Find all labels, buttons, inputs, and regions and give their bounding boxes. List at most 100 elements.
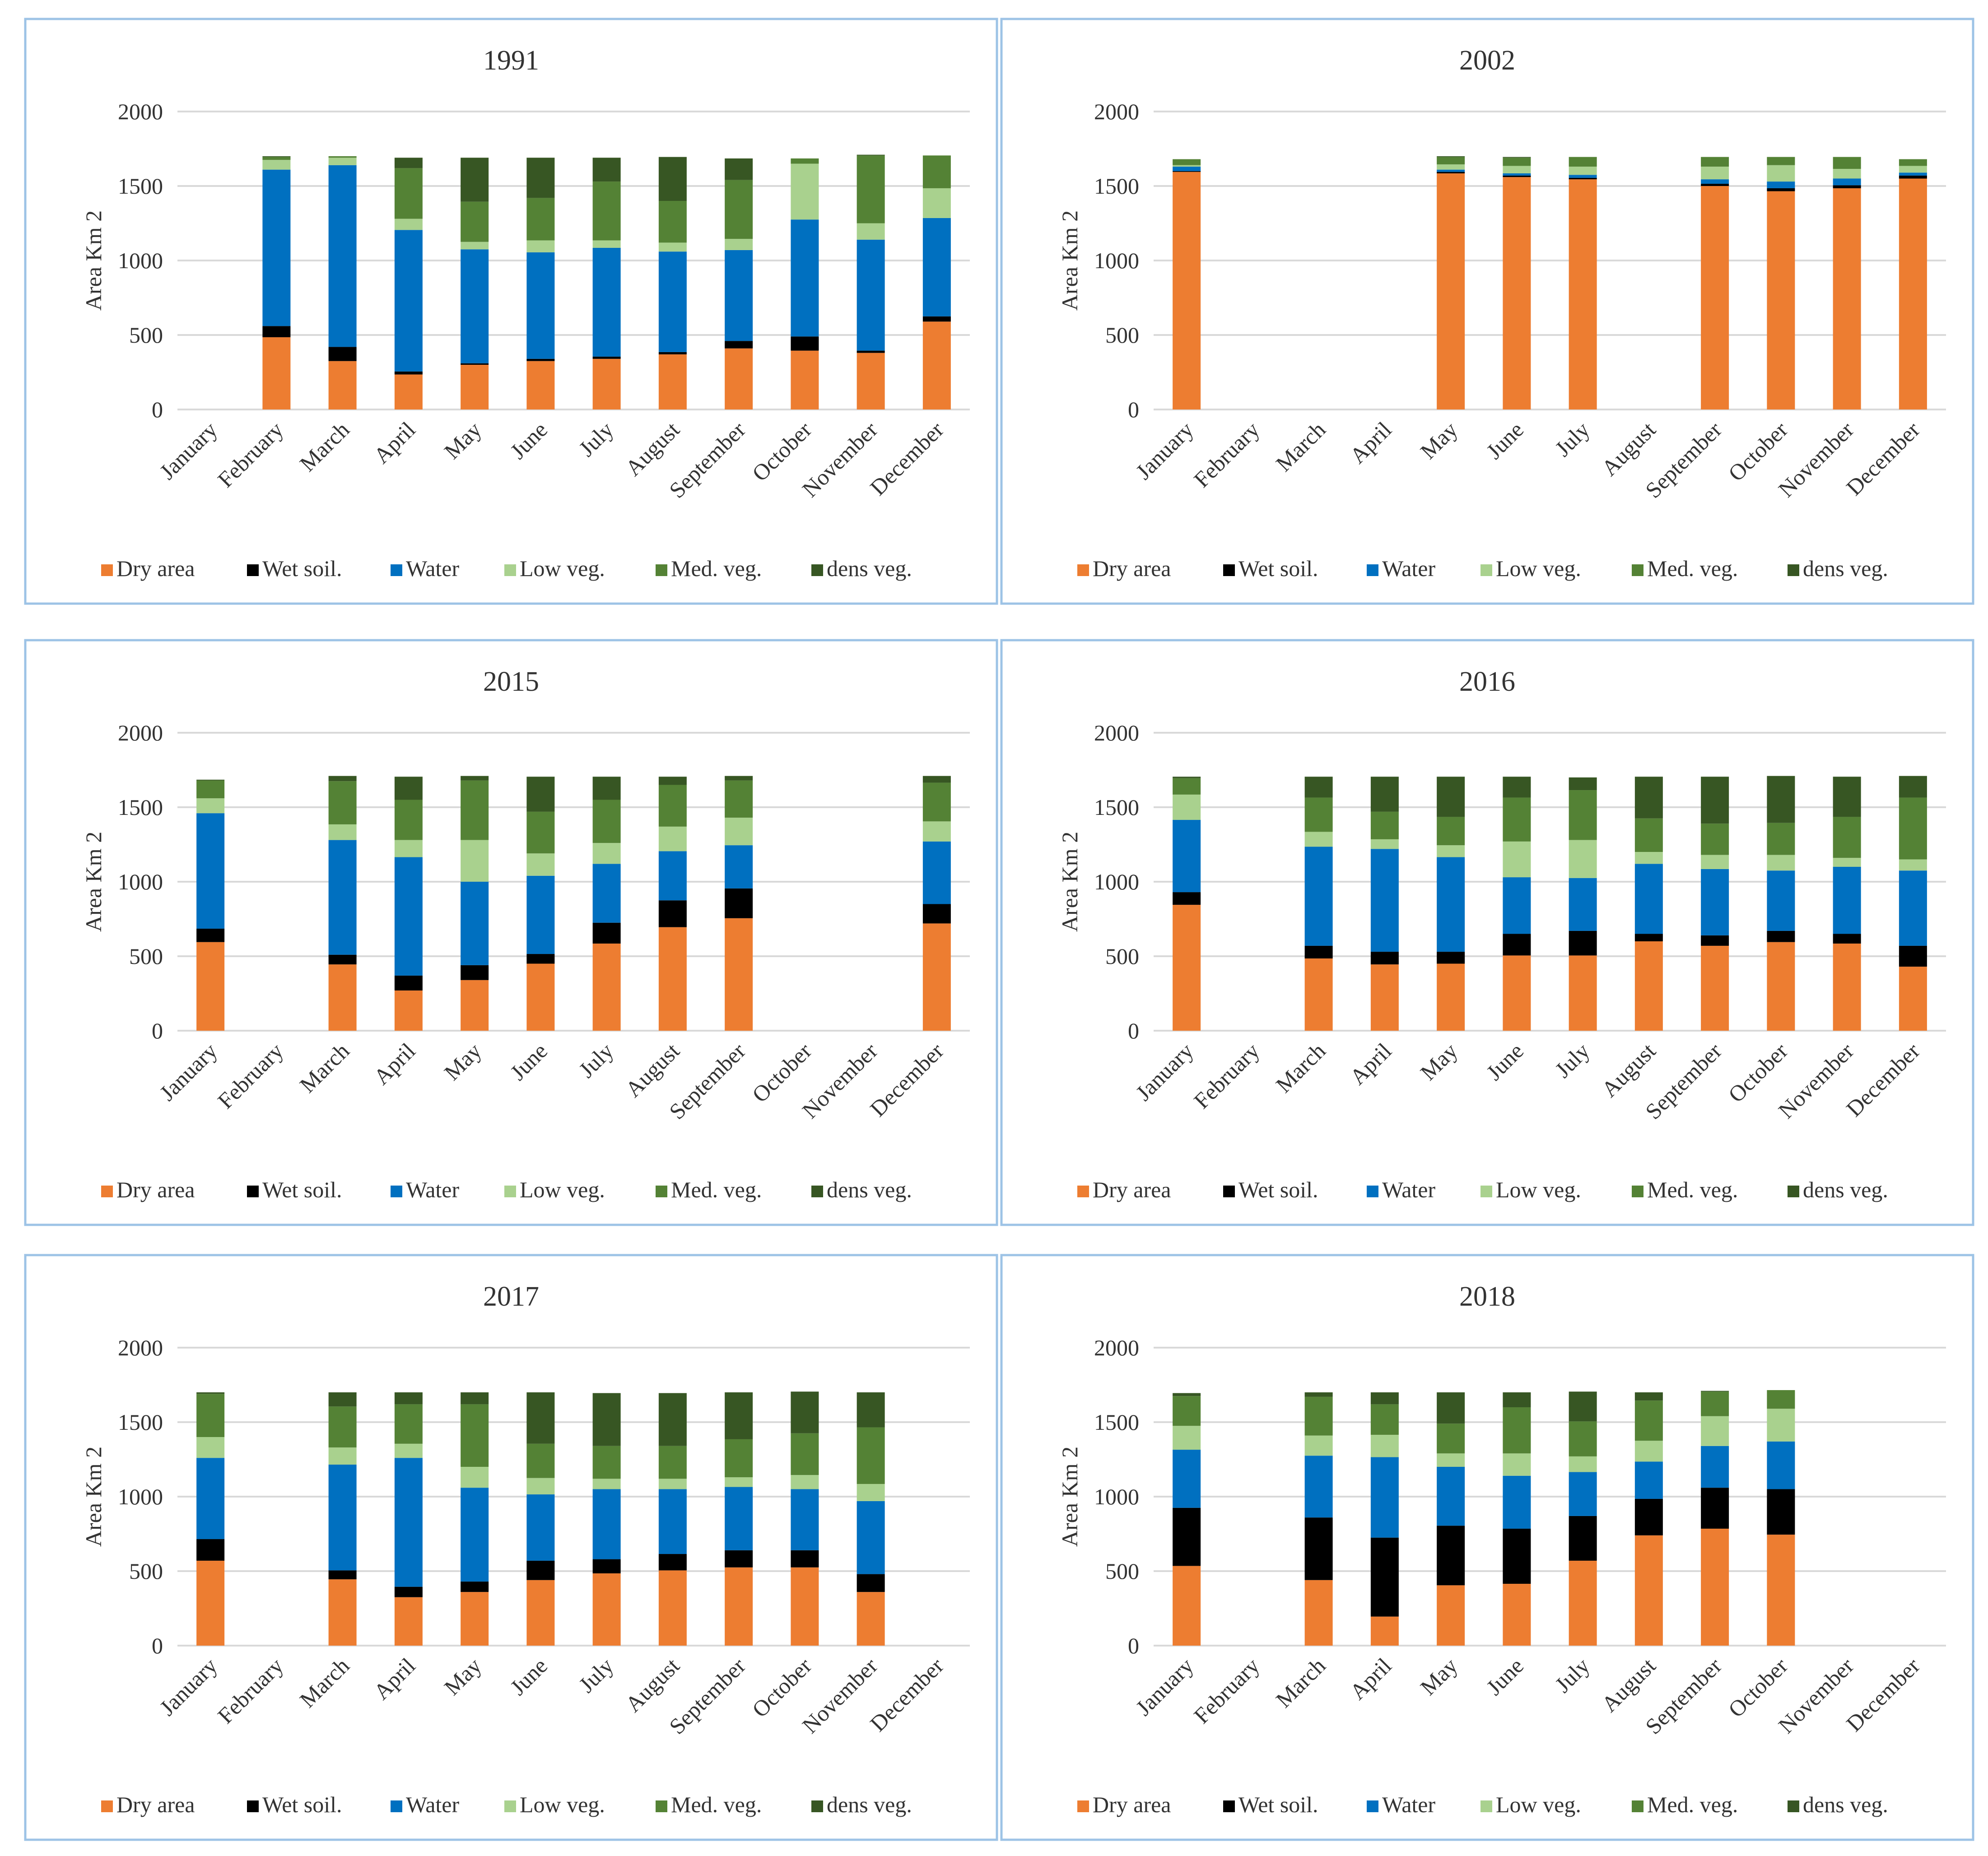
bar-segment-dry-area-july <box>592 1573 621 1646</box>
bar-segment-dens-veg-april <box>1370 1392 1399 1405</box>
legend-item: dens veg. <box>1788 1177 1888 1202</box>
bar-segment-dry-area-january <box>1173 172 1201 409</box>
bar-segment-med-veg-may <box>461 780 489 840</box>
y-axis-label: Area Km 2 <box>81 210 106 311</box>
bar-segment-dry-area-november <box>857 1592 885 1646</box>
bar-segment-dry-area-december <box>1899 967 1927 1031</box>
bar-segment-low-veg-march <box>1304 832 1333 847</box>
bar-segment-dry-area-april <box>394 990 423 1031</box>
bar-segment-wet-soil-may <box>461 1582 489 1592</box>
bar-segment-wet-soil-august <box>658 1554 687 1571</box>
legend-label: Water <box>1382 556 1435 581</box>
bar-segment-low-veg-july <box>1569 167 1597 175</box>
bar-segment-water-august <box>658 251 687 352</box>
bar-segment-med-veg-july <box>1569 1421 1597 1456</box>
bar-segment-dry-area-june <box>1503 955 1531 1031</box>
legend-label: Water <box>1382 1792 1435 1817</box>
bar-segment-wet-soil-september <box>1701 935 1729 946</box>
bar-segment-med-veg-april <box>394 1404 423 1444</box>
legend-label: Med. veg. <box>671 1792 762 1817</box>
bar-segment-med-veg-march <box>328 156 357 158</box>
legend-swatch <box>1788 1186 1799 1197</box>
legend-swatch <box>1077 564 1089 576</box>
y-tick-label: 1500 <box>118 795 163 820</box>
bar-segment-wet-soil-december <box>1899 175 1927 179</box>
legend-item: dens veg. <box>811 556 912 581</box>
bar-segment-low-veg-june <box>1503 841 1531 878</box>
bar-segment-med-veg-october <box>1767 1390 1795 1409</box>
legend-swatch <box>1632 1186 1643 1197</box>
bar-segment-water-may <box>1437 857 1465 952</box>
bar-segment-wet-soil-november <box>857 350 885 353</box>
bar-segment-low-veg-may <box>1437 164 1465 170</box>
bar-segment-water-march <box>328 165 357 347</box>
bar-segment-water-july <box>1569 878 1597 931</box>
bar-segment-low-veg-april <box>1370 839 1399 849</box>
bar-segment-water-april <box>394 1458 423 1587</box>
legend-item: Water <box>391 556 459 581</box>
bar-segment-med-veg-january <box>196 780 225 799</box>
legend-swatch <box>1077 1186 1089 1197</box>
y-tick-label: 1500 <box>1094 795 1139 820</box>
legend-swatch <box>1481 564 1492 576</box>
bar-segment-wet-soil-march <box>328 1570 357 1580</box>
bar-segment-wet-soil-june <box>526 954 555 964</box>
panel-border <box>24 1254 998 1841</box>
bar-segment-wet-soil-november <box>1833 185 1861 188</box>
bar-segment-wet-soil-december <box>922 904 951 924</box>
bar-segment-low-veg-march <box>328 158 357 165</box>
bar-segment-dry-area-august <box>1634 941 1663 1031</box>
bar-segment-water-june <box>526 1494 555 1561</box>
legend-label: dens veg. <box>1803 1792 1888 1817</box>
legend-label: Dry area <box>1093 1177 1171 1202</box>
bar-segment-water-january <box>1173 1450 1201 1508</box>
y-tick-label: 0 <box>1128 397 1139 422</box>
bar-segment-dry-area-march <box>1304 1580 1333 1646</box>
y-axis-label: Area Km 2 <box>81 832 106 932</box>
y-tick-label: 1000 <box>1094 248 1139 273</box>
legend-item: Low veg. <box>504 1792 605 1817</box>
bar-segment-wet-soil-june <box>526 1560 555 1580</box>
legend-swatch <box>1367 1186 1378 1197</box>
y-axis-label: Area Km 2 <box>1057 210 1082 311</box>
bar-segment-med-veg-october <box>791 1433 819 1475</box>
bar-segment-wet-soil-march <box>328 954 357 965</box>
bar-segment-med-veg-august <box>1634 818 1663 852</box>
bar-segment-low-veg-september <box>725 818 753 846</box>
bar-segment-med-veg-november <box>857 155 885 223</box>
bar-segment-dens-veg-october <box>1767 776 1795 823</box>
bar-segment-low-veg-june <box>526 853 555 876</box>
bar-segment-low-veg-october <box>1767 165 1795 182</box>
bar-segment-low-veg-january <box>196 1437 225 1458</box>
bar-segment-water-april <box>394 230 423 372</box>
bar-segment-water-september <box>725 845 753 888</box>
bar-segment-water-october <box>791 1489 819 1550</box>
bar-segment-dens-veg-january <box>1173 1393 1201 1396</box>
y-tick-label: 2000 <box>1094 1335 1139 1360</box>
bar-segment-dry-area-may <box>1437 963 1465 1031</box>
y-tick-label: 500 <box>1105 944 1139 969</box>
bar-segment-dens-veg-january <box>196 1392 225 1394</box>
bar-segment-water-april <box>394 857 423 976</box>
legend-item: Wet soil. <box>247 1792 342 1817</box>
bar-segment-water-july <box>1569 1472 1597 1516</box>
legend-label: Low veg. <box>1496 1177 1581 1202</box>
bar-segment-med-veg-september <box>725 780 753 818</box>
legend-item: Water <box>391 1177 459 1202</box>
y-tick-label: 0 <box>1128 1018 1139 1043</box>
legend-label: Wet soil. <box>1238 556 1318 581</box>
legend-swatch <box>811 1186 823 1197</box>
legend-swatch <box>1632 564 1643 576</box>
bar-segment-low-veg-september <box>1701 167 1729 180</box>
legend-swatch <box>101 1800 113 1812</box>
bar-segment-med-veg-november <box>1833 157 1861 169</box>
y-tick-label: 1000 <box>118 1484 163 1509</box>
bar-segment-dry-area-august <box>658 927 687 1031</box>
y-tick-label: 2000 <box>118 1335 163 1360</box>
legend-swatch <box>1632 1800 1643 1812</box>
legend-label: Dry area <box>116 556 195 581</box>
bar-segment-dry-area-september <box>725 918 753 1031</box>
bar-segment-wet-soil-february <box>262 326 291 337</box>
bar-segment-low-veg-july <box>592 1479 621 1489</box>
